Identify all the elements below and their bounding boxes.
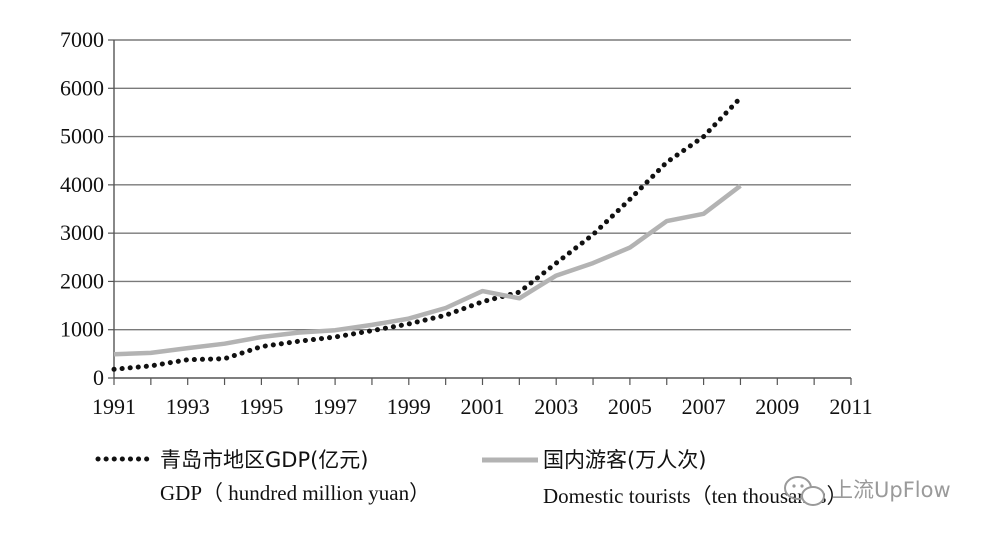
series-line-0 bbox=[111, 95, 743, 372]
axes bbox=[108, 39, 852, 385]
x-tick-label-1997: 1997 bbox=[313, 394, 357, 419]
legend-item-tourists: 国内游客(万人次) Domestic tourists（ten thousand… bbox=[482, 448, 847, 508]
x-tick-label-1995: 1995 bbox=[239, 394, 283, 419]
legend-item-gdp: 青岛市地区GDP(亿元) GDP（ hundred million yuan） bbox=[95, 448, 430, 505]
watermark-text: 上流UpFlow bbox=[832, 478, 951, 502]
legend-label-gdp-en: GDP（ hundred million yuan） bbox=[160, 481, 430, 505]
x-tick-label-2009: 2009 bbox=[755, 394, 799, 419]
y-tick-label-4000: 4000 bbox=[60, 172, 104, 197]
watermark: 上流UpFlow bbox=[784, 476, 951, 506]
x-tick-label-2001: 2001 bbox=[461, 394, 505, 419]
legend: 青岛市地区GDP(亿元) GDP（ hundred million yuan） … bbox=[95, 448, 847, 508]
x-tick-label-2007: 2007 bbox=[682, 394, 726, 419]
x-tick-label-1999: 1999 bbox=[387, 394, 431, 419]
legend-label-tourists: 国内游客(万人次) bbox=[543, 448, 706, 472]
x-tick-label-2011: 2011 bbox=[829, 394, 872, 419]
wechat-bubble-icon bbox=[784, 476, 825, 506]
y-tick-label-7000: 7000 bbox=[60, 27, 104, 52]
y-tick-label-0: 0 bbox=[93, 365, 104, 390]
y-tick-label-5000: 5000 bbox=[60, 124, 104, 149]
y-tick-label-1000: 1000 bbox=[60, 317, 104, 342]
legend-label-gdp: 青岛市地区GDP(亿元) bbox=[160, 448, 369, 472]
series-lines bbox=[111, 95, 743, 372]
x-axis-tick-labels: 1991 1993 1995 1997 1999 2001 2003 2005 2007 2009… bbox=[92, 394, 873, 419]
x-tick-label-1991: 1991 bbox=[92, 394, 136, 419]
y-tick-label-3000: 3000 bbox=[60, 220, 104, 245]
grid-lines bbox=[114, 39, 851, 331]
y-tick-label-6000: 6000 bbox=[60, 75, 104, 100]
x-tick-label-1993: 1993 bbox=[166, 394, 210, 419]
series-line-1 bbox=[113, 184, 742, 357]
y-tick-label-2000: 2000 bbox=[60, 268, 104, 293]
y-axis-tick-labels: 7000 6000 5000 4000 3000 2000 1000 0 bbox=[60, 27, 104, 390]
x-tick-label-2005: 2005 bbox=[608, 394, 652, 419]
x-tick-label-2003: 2003 bbox=[534, 394, 578, 419]
legend-label-tourists-en: Domestic tourists（ten thousands） bbox=[543, 484, 847, 508]
